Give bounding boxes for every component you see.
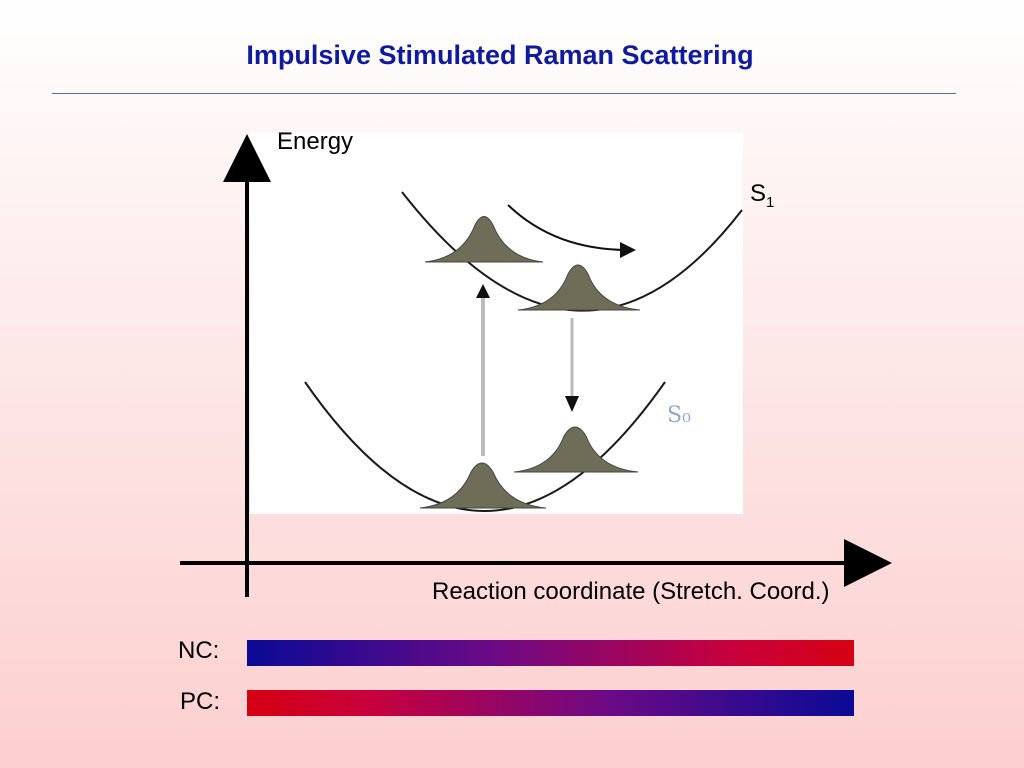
nc-gradient-bar: [247, 640, 854, 666]
excited-state-label: S1: [750, 180, 774, 211]
excited-state-letter: S: [750, 180, 767, 207]
ground-state-curve: [304, 381, 666, 512]
stokes-arrowhead: [565, 396, 579, 412]
wavepacket-motion-arrow: [507, 204, 636, 258]
pc-gradient-bar: [247, 690, 854, 716]
ground-state-label: S₀: [667, 403, 691, 428]
wavepacket-ground-displaced: [513, 426, 639, 473]
slide-title: Impulsive Stimulated Raman Scattering: [246, 40, 754, 70]
pc-label: PC:: [180, 688, 221, 715]
energy-axis-label: Energy: [277, 128, 354, 155]
nc-label: NC:: [178, 637, 220, 664]
wavepacket-ground-origin: [419, 462, 547, 509]
excited-state-subscript: 1: [766, 193, 775, 211]
reaction-coordinate-label: Reaction coordinate (Stretch. Coord.): [432, 578, 830, 605]
wavepacket-excited-franck-condon: [424, 216, 544, 263]
wavepacket-excited-displaced: [517, 264, 641, 311]
title-divider: [52, 93, 956, 94]
pump-arrowhead: [476, 284, 490, 298]
potential-energy-panel: [250, 133, 743, 514]
